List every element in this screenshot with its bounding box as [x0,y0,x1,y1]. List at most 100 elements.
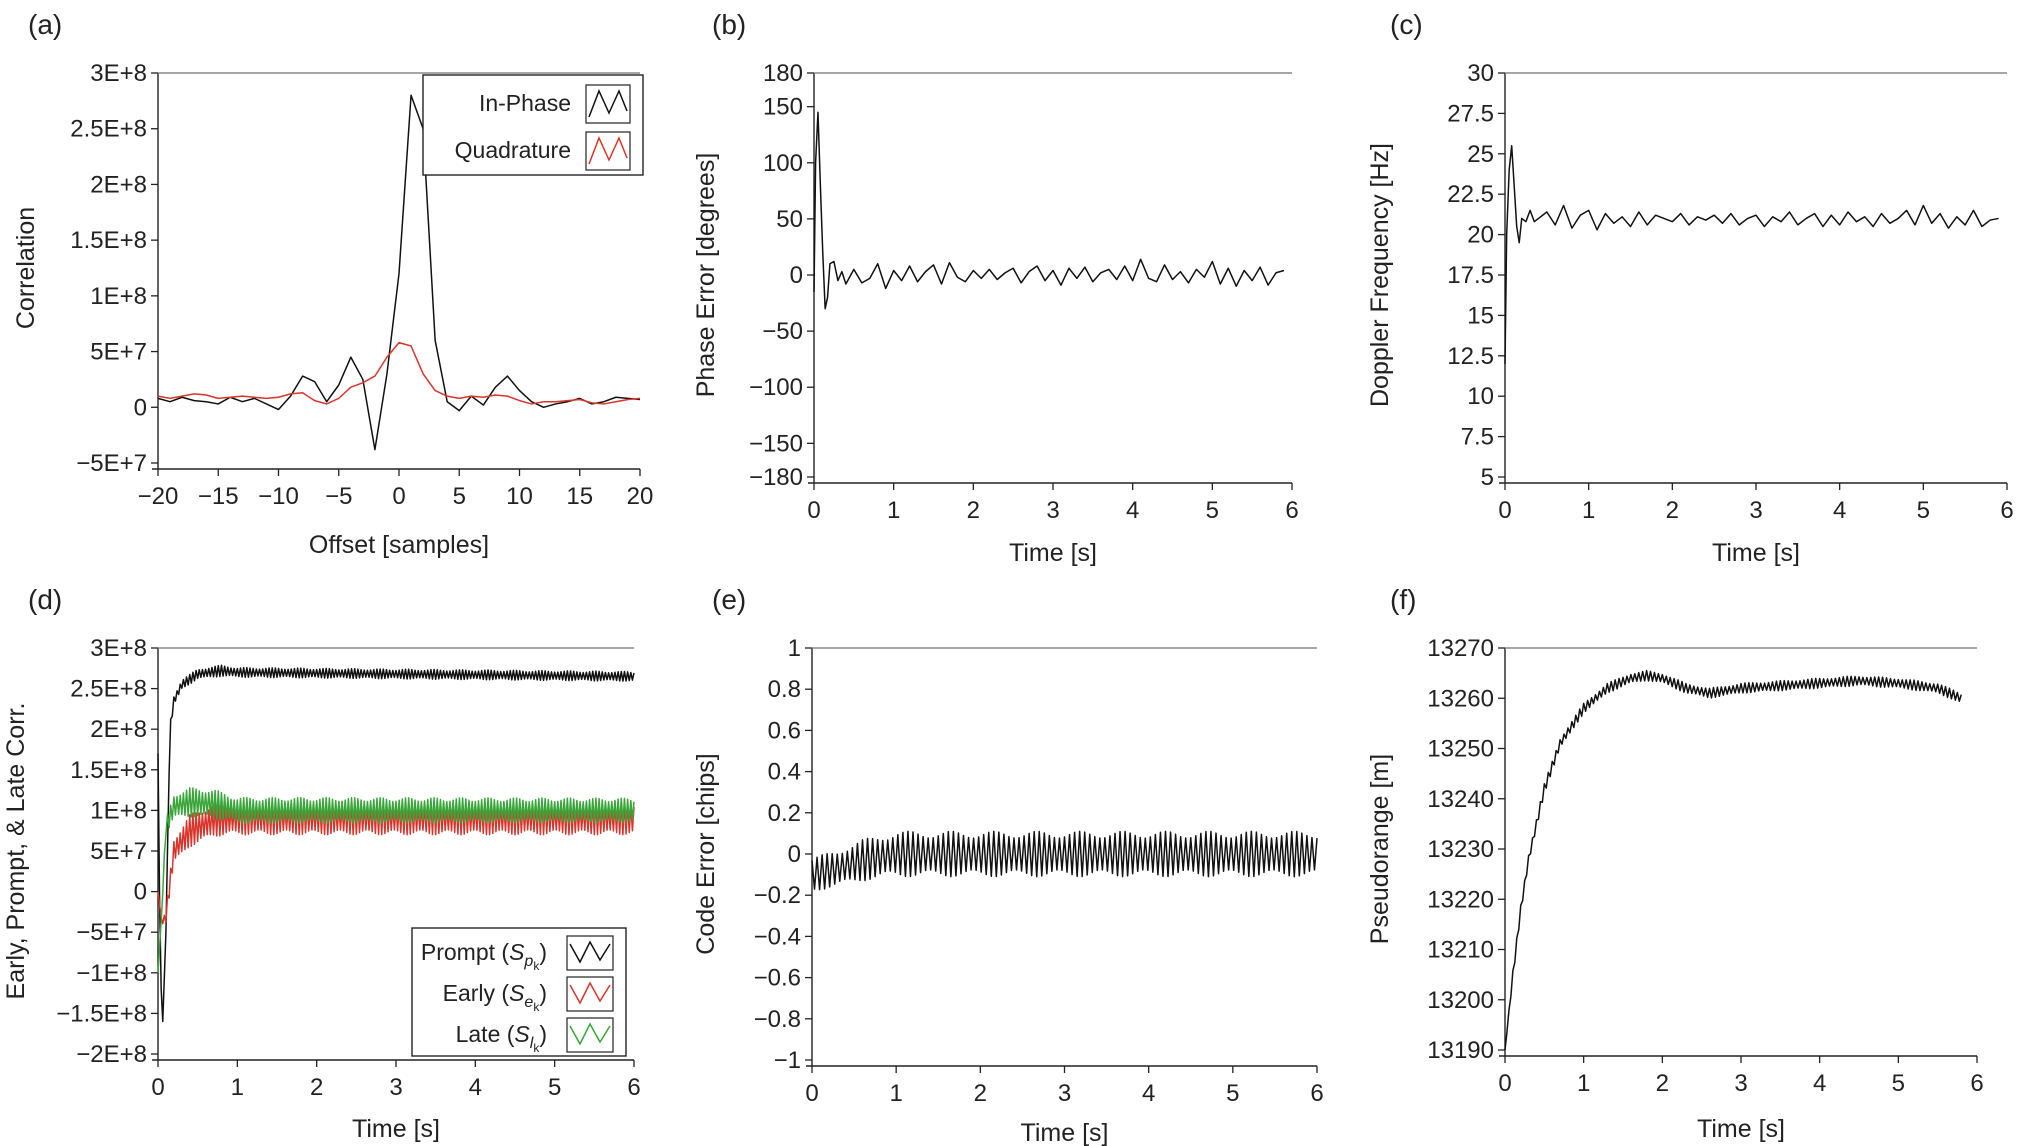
series-line-e [811,830,1318,891]
y-tick-label: 20 [1467,222,1494,249]
legend-label: In-Phase [479,90,571,116]
x-tick-label: −5 [325,483,352,510]
y-tick-label: 0.8 [768,676,801,703]
series-line-d-late [157,787,635,973]
y-tick-label: 27.5 [1447,100,1494,127]
y-tick-label: −2E+8 [76,1041,147,1068]
x-tick-label: 5 [1917,497,1930,524]
y-tick-label: 12.5 [1447,343,1494,370]
y-axis-label: Early, Prompt, & Late Corr. [2,703,30,1000]
legend-label: Late (Slk) [456,1021,547,1055]
x-tick-label: 2 [967,497,980,524]
y-tick-label: 0 [134,394,147,421]
y-tick-label: 22.5 [1447,181,1494,208]
x-tick-label: 1 [231,1074,244,1101]
series-line-b [813,111,1285,310]
x-tick-label: 3 [389,1074,402,1101]
y-tick-label: 1E+8 [90,283,147,310]
y-tick-label: 0 [134,879,147,906]
y-tick-label: 5 [1481,464,1494,491]
y-tick-label: 13260 [1427,685,1494,712]
y-tick-label: −5E+7 [76,919,147,946]
legend-label: Early (Sek) [443,980,547,1014]
x-tick-label: 1 [1582,497,1595,524]
y-tick-label: 50 [776,206,803,233]
x-tick-label: 6 [2000,497,2013,524]
y-tick-label: −50 [762,318,803,345]
panel-label-d: (d) [28,584,62,615]
y-tick-label: 2.5E+8 [70,116,147,143]
x-tick-label: 5 [453,483,466,510]
x-tick-label: 0 [1498,1070,1511,1097]
series-line-a-in-phase [157,94,641,451]
x-axis-label: Time [s] [1697,1115,1785,1143]
y-tick-label: 30 [1467,60,1494,87]
panel-a-chart: (a) −5E+7 0 5E+7 1E+8 1.5E+8 2E+8 2.5E+8 3E+8 −20… [12,9,653,559]
panel-label-c: (c) [1390,9,1423,40]
x-tick-label: 3 [1058,1080,1071,1107]
y-tick-label: 0.6 [768,717,801,744]
x-axis-label: Time [s] [1021,1119,1109,1146]
y-tick-label: 2E+8 [90,716,147,743]
y-tick-label: 0.2 [768,800,801,827]
y-tick-label: 13230 [1427,836,1494,863]
y-tick-label: −1 [774,1047,801,1074]
x-axis-label: Time [s] [352,1115,440,1143]
x-tick-label: 4 [1833,497,1846,524]
legend-swatch-line [569,1022,611,1046]
x-tick-label: 1 [1577,1070,1590,1097]
panel-c-chart: (c) 5 7.5 10 12.5 15 17.5 20 22.5 25 27.5 30 0 1 2 3 4 5 6… [1366,9,2014,567]
legend-swatch-line [588,136,628,165]
panel-label-a: (a) [28,9,62,40]
y-tick-label: 13270 [1427,635,1494,662]
x-tick-label: 5 [1226,1080,1239,1107]
x-tick-label: 2 [310,1074,323,1101]
panel-f-chart: (f)1319013200132101322013230132401325013… [1366,584,1984,1143]
y-axis-label: Phase Error [degrees] [692,153,720,398]
x-tick-label: 10 [506,483,533,510]
y-tick-label: 5E+7 [90,838,147,865]
y-tick-label: 0 [790,262,803,289]
y-tick-label: −1.5E+8 [56,1000,147,1027]
x-tick-label: 5 [1206,497,1219,524]
y-tick-label: 13250 [1427,736,1494,763]
y-tick-label: 3E+8 [90,60,147,87]
panel-label-e: (e) [712,584,746,615]
x-tick-label: 0 [805,1080,818,1107]
x-tick-label: 0 [1498,497,1511,524]
x-tick-label: 1 [887,497,900,524]
x-tick-label: 4 [1126,497,1139,524]
panel-e-chart: (e) −1 −0.8 −0.6 −0.4 −0.2 0 0.2 0.4 0.6 0.8 1 0 1 2 3 4… [692,584,1324,1146]
y-tick-label: 150 [763,94,803,121]
y-tick-label: 10 [1467,383,1494,410]
panel-label-b: (b) [712,9,746,40]
y-tick-label: 13220 [1427,886,1494,913]
x-axis-label: Time [s] [1712,539,1800,567]
x-tick-label: 0 [807,497,820,524]
x-tick-label: 2 [974,1080,987,1107]
legend-swatch-line [569,981,611,1005]
y-tick-label: −0.2 [754,882,801,909]
panel-label-f: (f) [1390,584,1416,615]
y-tick-label: −0.6 [754,965,801,992]
y-tick-label: 13210 [1427,937,1494,964]
series-line-f [1504,669,1962,1051]
x-tick-label: 6 [1970,1070,1983,1097]
y-tick-label: 17.5 [1447,262,1494,289]
y-tick-label: 1E+8 [90,797,147,824]
y-tick-label: −0.8 [754,1006,801,1033]
y-axis-label: Doppler Frequency [Hz] [1366,143,1394,407]
y-tick-label: 0.4 [768,759,801,786]
series-line-d-prompt [157,664,635,1023]
x-tick-label: 4 [469,1074,482,1101]
y-tick-label: 13200 [1427,987,1494,1014]
legend-swatch-line [588,89,628,118]
y-tick-label: 13190 [1427,1037,1494,1064]
legend-swatch-box [585,84,631,124]
x-tick-label: 6 [1285,497,1298,524]
x-tick-label: 3 [1734,1070,1747,1097]
y-tick-label: 1 [788,635,801,662]
legend-label: Prompt (Spk) [421,939,547,973]
x-tick-label: 6 [1310,1080,1323,1107]
